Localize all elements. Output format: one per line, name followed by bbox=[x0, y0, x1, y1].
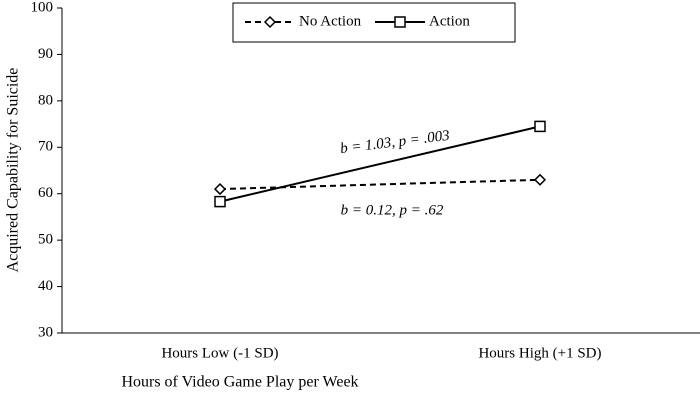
x-tick-label: Hours High (+1 SD) bbox=[478, 345, 601, 361]
y-tick-label: 30 bbox=[38, 324, 53, 340]
x-tick-label: Hours Low (-1 SD) bbox=[161, 345, 278, 361]
legend-label: Action bbox=[429, 13, 470, 29]
data-point bbox=[534, 120, 546, 133]
y-axis-label: Acquired Capability for Suicide bbox=[5, 68, 22, 273]
y-tick-label: 90 bbox=[38, 46, 53, 62]
x-axis-label: Hours of Video Game Play per Week bbox=[121, 374, 358, 391]
data-point bbox=[533, 173, 547, 186]
annotation: b = 0.12, p = .62 bbox=[341, 202, 444, 218]
y-tick-label: 100 bbox=[31, 0, 54, 15]
legend-marker bbox=[263, 15, 277, 29]
legend-marker bbox=[394, 16, 406, 28]
annotation: b = 1.03, p = .003 bbox=[339, 128, 450, 157]
y-tick-label: 40 bbox=[38, 278, 53, 294]
y-tick-label: 70 bbox=[38, 139, 53, 155]
legend-label: No Action bbox=[299, 13, 362, 29]
series-line bbox=[219, 125, 541, 203]
y-tick-label: 80 bbox=[38, 92, 53, 108]
data-point bbox=[214, 195, 226, 208]
data-point bbox=[213, 183, 227, 196]
series-line bbox=[219, 178, 541, 191]
y-tick-label: 50 bbox=[38, 232, 53, 248]
y-tick-label: 60 bbox=[38, 185, 53, 201]
